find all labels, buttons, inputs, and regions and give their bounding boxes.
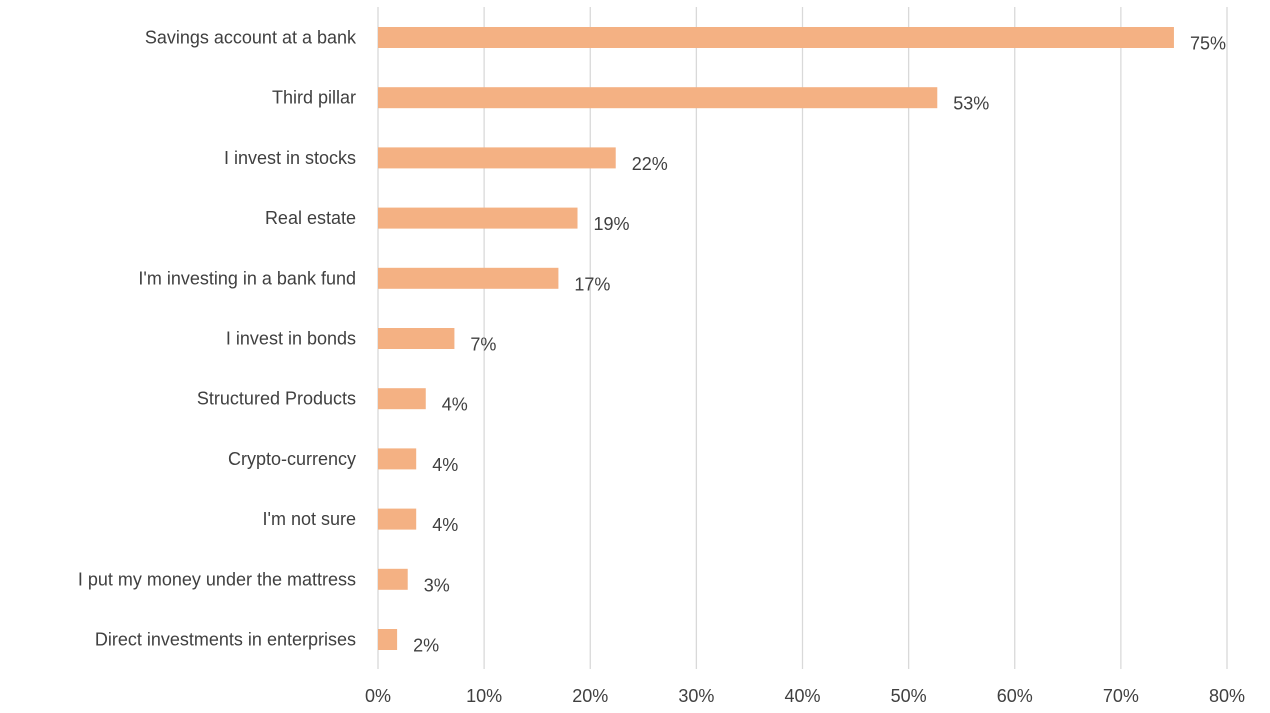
- bar-1: [378, 87, 938, 109]
- x-tick-label-80: 80%: [1209, 686, 1245, 706]
- bar-3: [378, 207, 578, 229]
- category-label-1: Third pillar: [272, 88, 356, 108]
- data-label-10: 2%: [413, 636, 439, 656]
- category-label-4: I'm investing in a bank fund: [138, 268, 356, 288]
- data-label-5: 7%: [470, 335, 496, 355]
- x-tick-label-40: 40%: [784, 686, 820, 706]
- category-label-8: I'm not sure: [263, 509, 356, 529]
- category-label-3: Real estate: [265, 208, 356, 228]
- x-tick-label-30: 30%: [678, 686, 714, 706]
- category-label-6: Structured Products: [197, 389, 356, 409]
- category-label-5: I invest in bonds: [226, 329, 356, 349]
- x-tick-label-10: 10%: [466, 686, 502, 706]
- category-label-7: Crypto-currency: [228, 449, 356, 469]
- data-label-7: 4%: [432, 455, 458, 475]
- data-label-8: 4%: [432, 515, 458, 535]
- x-tick-label-60: 60%: [997, 686, 1033, 706]
- x-tick-label-0: 0%: [365, 686, 391, 706]
- bar-8: [378, 508, 417, 530]
- data-label-6: 4%: [442, 395, 468, 415]
- x-tick-label-50: 50%: [891, 686, 927, 706]
- bar-0: [378, 27, 1174, 48]
- data-label-0: 75%: [1190, 34, 1226, 54]
- category-label-2: I invest in stocks: [224, 148, 356, 168]
- bar-7: [378, 448, 417, 470]
- data-label-4: 17%: [574, 274, 610, 294]
- data-label-1: 53%: [953, 94, 989, 114]
- x-tick-label-70: 70%: [1103, 686, 1139, 706]
- data-label-9: 3%: [424, 575, 450, 595]
- data-label-3: 19%: [594, 214, 630, 234]
- x-tick-label-20: 20%: [572, 686, 608, 706]
- category-label-0: Savings account at a bank: [145, 28, 357, 48]
- category-label-9: I put my money under the mattress: [78, 569, 356, 589]
- bar-9: [378, 568, 408, 590]
- bar-10: [378, 629, 398, 650]
- bar-4: [378, 267, 559, 289]
- bar-6: [378, 388, 426, 410]
- bar-5: [378, 328, 455, 349]
- bar-2: [378, 147, 616, 169]
- category-label-10: Direct investments in enterprises: [95, 630, 356, 650]
- data-label-2: 22%: [632, 154, 668, 174]
